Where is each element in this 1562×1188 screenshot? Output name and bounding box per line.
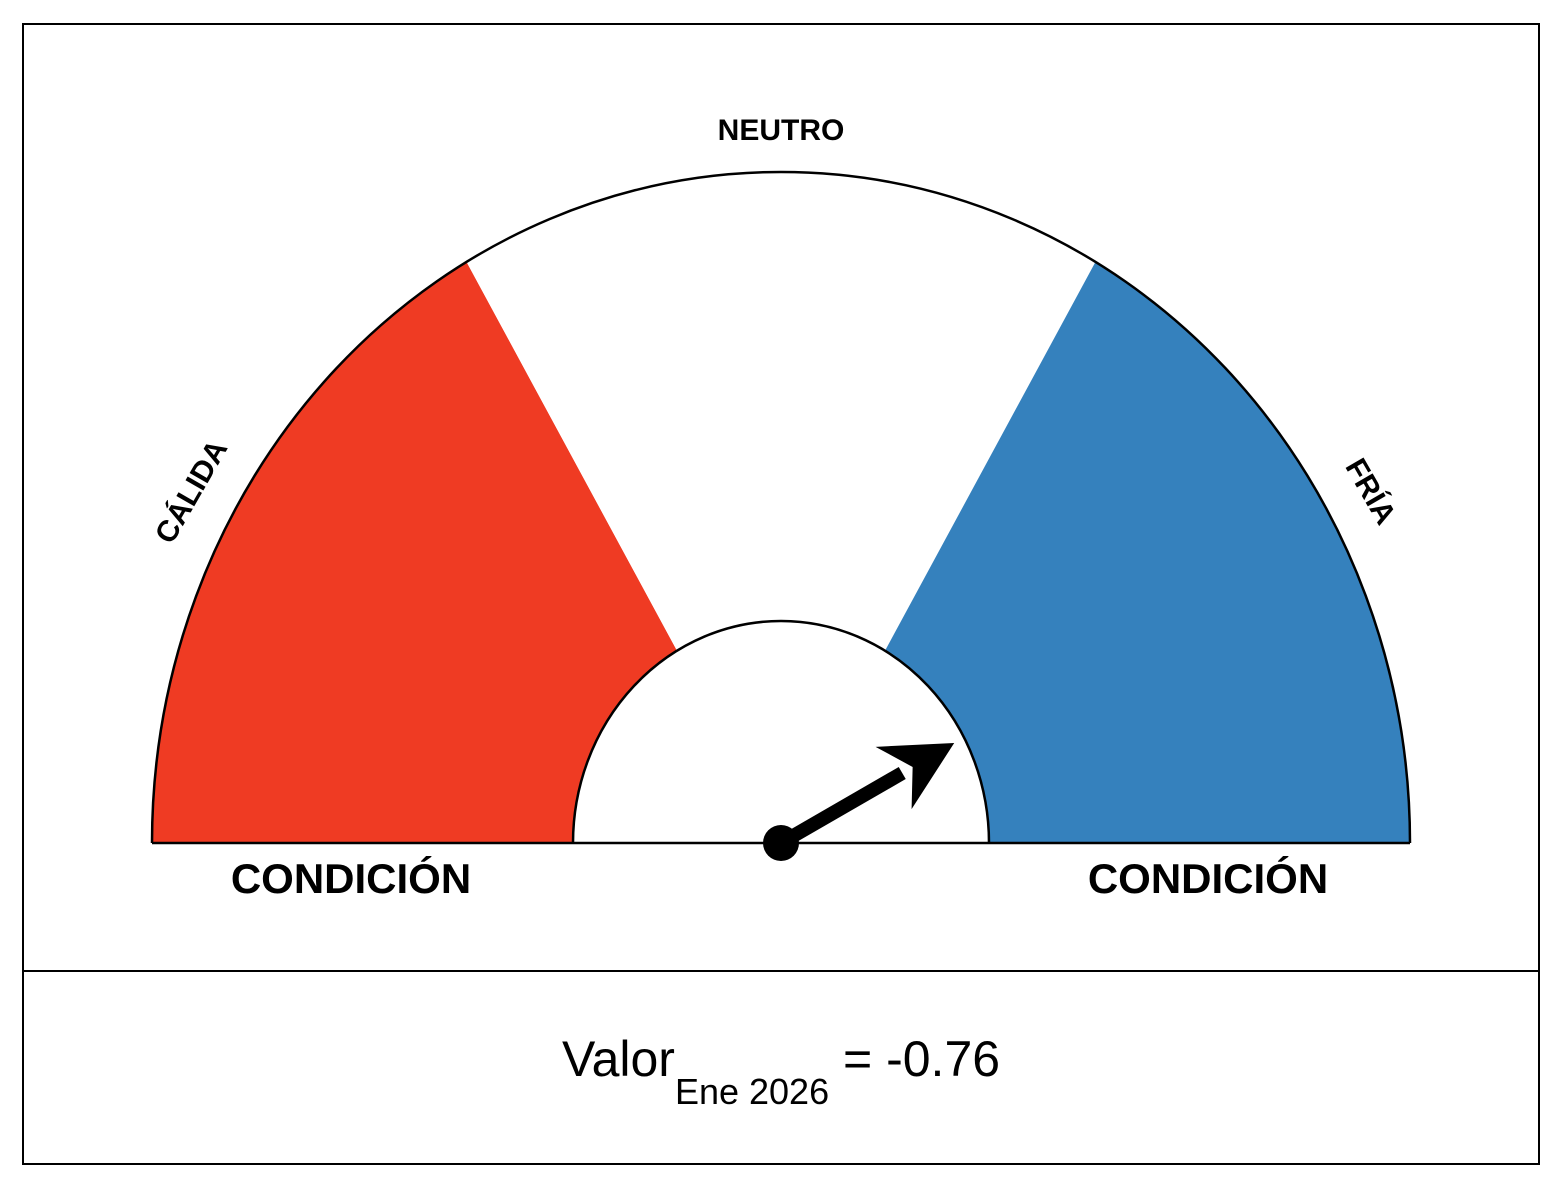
warm-label: CÁLIDA [148,434,234,549]
needle-arrowhead [875,743,955,810]
warm-zone [152,261,677,843]
neutral-zone [466,171,1096,651]
value-readout: ValorEne 2026 = -0.76 [562,1031,1000,1112]
neutral-label: NEUTRO [718,114,845,147]
needle-shaft [777,766,906,850]
value-subscript: Ene 2026 [675,1071,829,1112]
inner-arc [571,619,991,844]
cold-label: FRÍA [1339,453,1403,531]
gauge-needle [763,743,955,861]
value-prefix: Valor [562,1031,675,1087]
cold-zone [885,261,1410,843]
chart-frame [22,23,1540,1165]
outer-arc [150,170,1412,844]
condition-right-label: CONDICIÓN [1088,854,1328,902]
value-suffix: = -0.76 [829,1031,1000,1087]
condition-left-label: CONDICIÓN [231,854,471,902]
needle-hub [763,825,799,861]
